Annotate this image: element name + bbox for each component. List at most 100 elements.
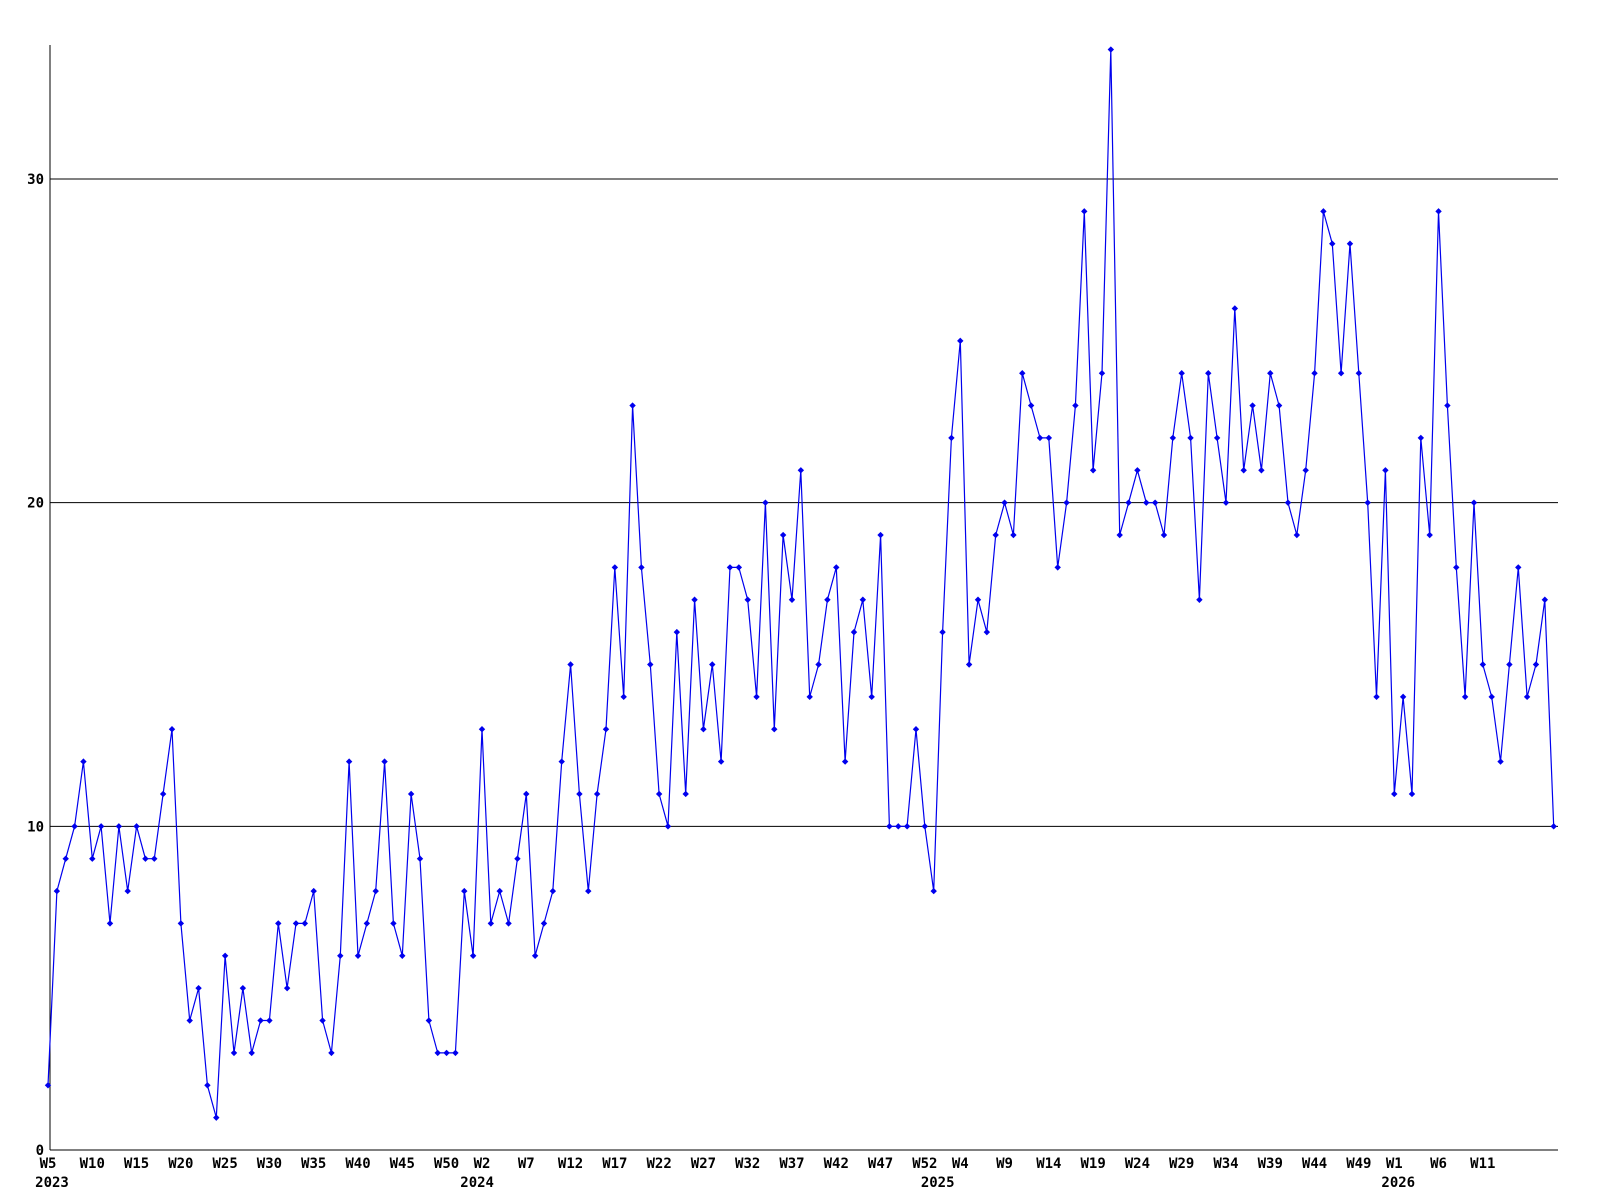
data-point <box>523 790 530 798</box>
data-point <box>1036 434 1044 442</box>
x-tick-label-W32: W32 <box>735 1156 760 1172</box>
data-point <box>1267 369 1274 377</box>
data-point <box>106 920 114 927</box>
data-point <box>142 855 149 862</box>
data-point <box>301 920 309 927</box>
data-line-weekly-values <box>47 48 1555 1119</box>
data-point <box>1196 596 1203 603</box>
data-point <box>1302 467 1309 474</box>
data-point <box>1293 531 1301 539</box>
data-point <box>1355 369 1363 377</box>
data-point <box>416 855 424 862</box>
year-label-2023: 2023 <box>35 1175 69 1191</box>
data-point <box>469 952 477 959</box>
data-point <box>930 887 937 895</box>
data-point <box>1169 434 1177 442</box>
data-point <box>797 467 805 474</box>
x-tick-label-W7: W7 <box>518 1156 535 1172</box>
data-point <box>1019 369 1026 377</box>
data-point <box>824 596 831 603</box>
data-point <box>1364 499 1371 506</box>
data-point <box>948 434 955 442</box>
x-tick-label-W44: W44 <box>1302 1156 1327 1172</box>
x-tick-label-W47: W47 <box>868 1156 893 1172</box>
data-point <box>1098 369 1106 377</box>
x-tick-label-W12: W12 <box>558 1156 583 1172</box>
x-tick-label-W35: W35 <box>301 1156 326 1172</box>
data-point <box>496 887 503 895</box>
data-point <box>1417 434 1425 442</box>
data-point <box>709 661 716 668</box>
data-point <box>204 1082 211 1089</box>
x-tick-label-W22: W22 <box>646 1156 671 1172</box>
data-point <box>833 564 840 571</box>
data-point <box>1213 434 1221 442</box>
data-point <box>248 1049 255 1057</box>
year-label-2025: 2025 <box>921 1175 955 1191</box>
data-point <box>1010 531 1017 539</box>
data-point <box>168 726 176 733</box>
data-point <box>354 952 362 959</box>
data-point <box>80 758 87 765</box>
data-point <box>877 531 884 539</box>
data-point <box>753 693 760 701</box>
data-point <box>1027 402 1035 409</box>
data-point <box>1391 790 1398 798</box>
data-point <box>1054 564 1061 571</box>
data-point <box>921 823 929 830</box>
data-point <box>221 952 229 959</box>
data-point <box>868 693 875 701</box>
data-point <box>895 823 902 830</box>
data-point <box>372 887 379 895</box>
data-point <box>788 596 796 603</box>
x-tick-label-W4: W4 <box>952 1156 969 1172</box>
data-point <box>1408 790 1416 798</box>
data-point <box>1249 402 1256 409</box>
data-point <box>1063 499 1070 506</box>
x-tick-label-W10: W10 <box>80 1156 105 1172</box>
data-point <box>151 855 158 862</box>
data-point <box>1541 596 1549 603</box>
data-point <box>744 596 751 603</box>
data-point <box>115 823 123 830</box>
data-point <box>1337 369 1345 377</box>
data-point <box>974 596 982 603</box>
data-point <box>912 726 920 733</box>
x-tick-label-W30: W30 <box>257 1156 282 1172</box>
year-label-2024: 2024 <box>460 1175 494 1191</box>
data-point <box>97 823 105 830</box>
x-tick-label-W20: W20 <box>168 1156 193 1172</box>
data-point <box>1515 564 1522 571</box>
data-point <box>514 855 521 862</box>
data-point <box>1187 434 1194 442</box>
data-point <box>965 661 973 668</box>
data-point <box>1089 467 1097 474</box>
data-point <box>629 402 636 409</box>
x-tick-label-W2: W2 <box>474 1156 491 1172</box>
data-point <box>1125 499 1132 506</box>
x-tick-label-W14: W14 <box>1036 1156 1061 1172</box>
data-point <box>859 596 867 603</box>
data-point <box>390 920 397 927</box>
data-point <box>1178 369 1185 377</box>
data-point <box>257 1017 264 1024</box>
data-point <box>71 823 78 830</box>
data-point <box>992 531 999 539</box>
data-point <box>89 855 96 862</box>
data-point <box>841 758 849 765</box>
data-point <box>726 564 734 571</box>
data-point <box>407 790 415 798</box>
x-tick-label-W11: W11 <box>1470 1156 1495 1172</box>
data-point <box>275 920 282 927</box>
y-tick-label-20: 20 <box>27 496 44 512</box>
data-point <box>1470 499 1478 506</box>
data-point <box>611 564 619 571</box>
data-point <box>1045 434 1053 442</box>
data-point <box>363 920 371 927</box>
x-tick-label-W39: W39 <box>1258 1156 1283 1172</box>
data-point <box>558 758 565 765</box>
year-label-2026: 2026 <box>1381 1175 1415 1191</box>
data-point <box>1382 467 1389 474</box>
data-point <box>1284 499 1292 506</box>
